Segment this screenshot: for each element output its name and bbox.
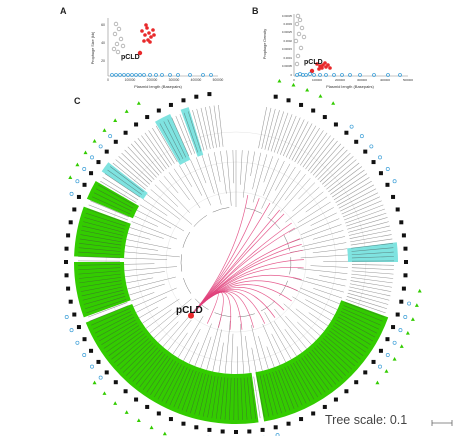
panel-c-pcld-annotation: pCLD xyxy=(176,305,203,316)
panel-b-xtick-1: 100000 xyxy=(312,78,322,82)
panel-a-xtick-5: 500000 xyxy=(213,78,224,82)
panel-b-xtick-2: 200000 xyxy=(335,78,345,82)
panel-b: B 0.00035 0.0003 0.00025 0.0002 0.00015 … xyxy=(250,4,416,92)
panel-b-ytick-2: 0.00025 xyxy=(282,30,293,34)
panel-b-ytick-4: 0.00015 xyxy=(282,47,293,51)
panel-a-xlabel: Plasmid length (Basepairs) xyxy=(134,84,182,89)
panel-b-label: B xyxy=(252,6,259,16)
panel-a: A 60 40 20 0 100000 200000 300000 400000… xyxy=(58,4,224,92)
panel-b-grey-points xyxy=(293,13,307,67)
panel-a-scatter: 60 40 20 0 100000 200000 300000 400000 5… xyxy=(91,18,224,89)
panel-b-ylabel: Prophage Density xyxy=(263,29,267,59)
panel-b-ytick-3: 0.0002 xyxy=(283,39,292,43)
panel-a-xtick-0: 0 xyxy=(107,78,109,82)
panel-a-ytick-1: 40 xyxy=(101,41,105,45)
panel-a-xtick-2: 200000 xyxy=(147,78,158,82)
panel-a-label: A xyxy=(60,6,67,16)
panel-b-scatter: 0.00035 0.0003 0.00025 0.0002 0.00015 0.… xyxy=(263,13,413,89)
panel-b-pcld-annotation: pCLD xyxy=(304,59,323,66)
panel-a-red-points xyxy=(137,23,156,56)
panel-b-ytick-6: 0.00005 xyxy=(282,64,293,68)
panel-a-blue-points xyxy=(110,73,213,77)
panel-b-ytick-7: 0 xyxy=(290,73,292,77)
panel-a-grey-points xyxy=(111,21,126,55)
panel-a-pcld-annotation: pCLD xyxy=(121,54,140,61)
panel-a-xtick-3: 300000 xyxy=(169,78,180,82)
panel-c-label: C xyxy=(74,96,81,106)
tree-scale-label: Tree scale: 0.1 xyxy=(325,413,408,427)
panel-b-xtick-4: 400000 xyxy=(380,78,390,82)
panel-a-xtick-4: 400000 xyxy=(191,78,202,82)
panel-a-ytick-2: 20 xyxy=(101,59,105,63)
panel-b-red-points xyxy=(309,61,332,74)
panel-b-xtick-5: 500000 xyxy=(403,78,413,82)
panel-b-xlabel: Plasmid length (Basepairs) xyxy=(326,84,374,89)
panel-b-blue-points xyxy=(295,72,402,77)
panel-a-xtick-1: 100000 xyxy=(125,78,136,82)
panel-b-ytick-0: 0.00035 xyxy=(282,14,293,18)
panel-b-ytick-5: 0.0001 xyxy=(283,56,292,60)
panel-a-ytick-0: 60 xyxy=(101,23,105,27)
panel-a-ylabel: Prophage Size (kb) xyxy=(91,31,95,64)
panel-b-xtick-0: 0 xyxy=(293,78,295,82)
panel-b-xtick-3: 300000 xyxy=(357,78,367,82)
panel-b-ytick-1: 0.0003 xyxy=(283,22,292,26)
